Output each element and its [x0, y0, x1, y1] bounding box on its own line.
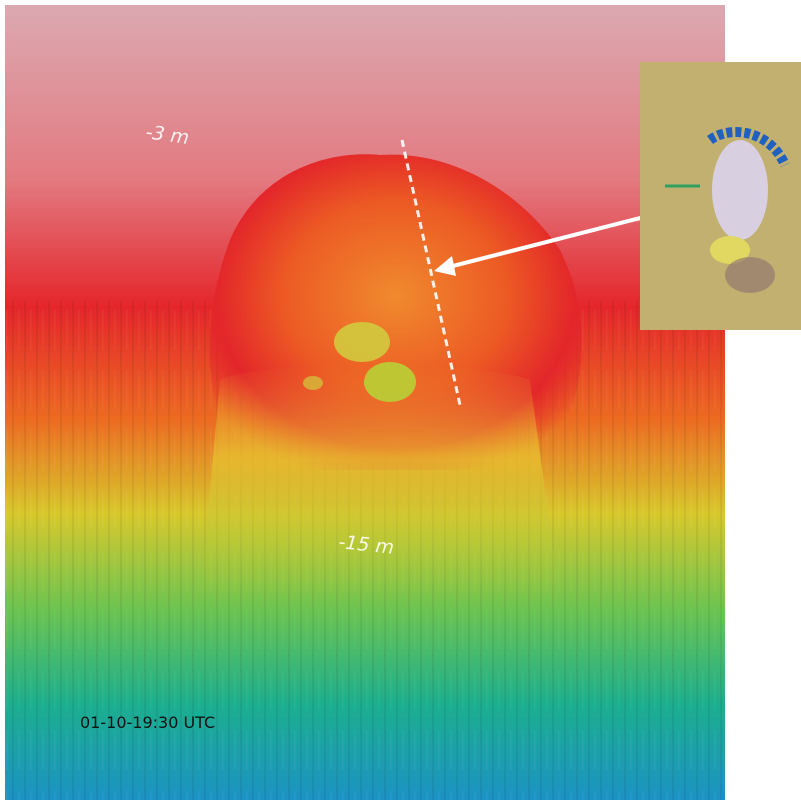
crater: [334, 322, 390, 362]
inset-plume: [712, 140, 768, 240]
crater: [303, 376, 323, 390]
bathymetry-figure: -3 m -15 m 01-10-19:30 UTC: [0, 0, 801, 802]
page: -3 m -15 m 01-10-19:30 UTC (() => { cons…: [0, 0, 801, 802]
inset: [640, 62, 801, 330]
crater: [364, 362, 416, 402]
inset-dark: [725, 257, 775, 293]
timestamp: 01-10-19:30 UTC: [80, 713, 215, 732]
